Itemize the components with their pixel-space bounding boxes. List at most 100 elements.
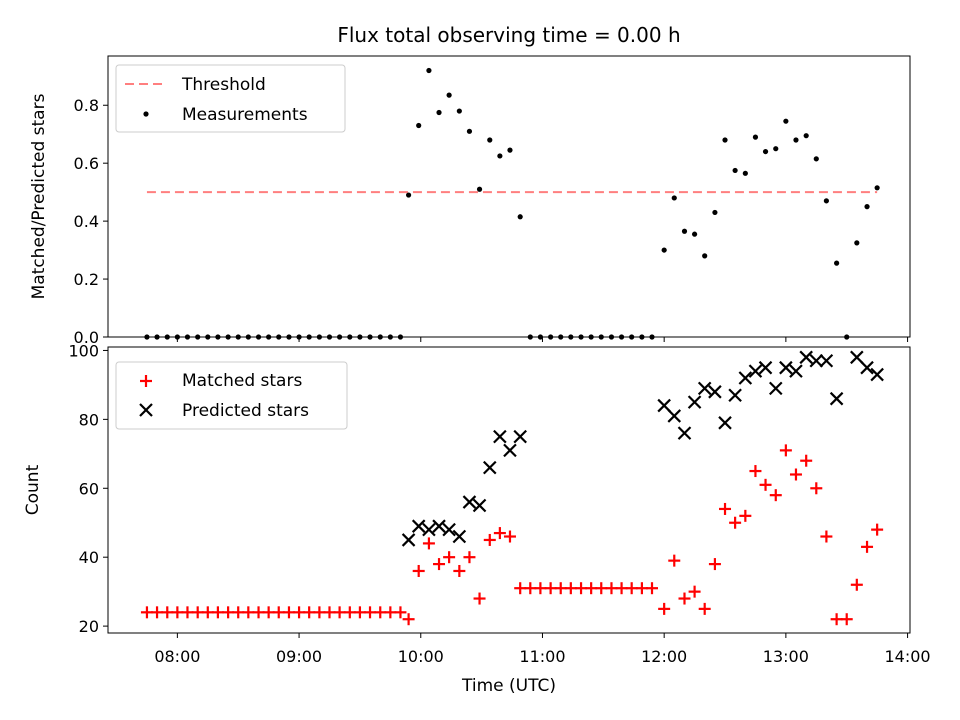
matched-star-point (830, 613, 843, 626)
matched-star-point (850, 578, 863, 591)
bottom-xtick-label: 10:00 (398, 647, 444, 666)
predicted-star-point-b (768, 381, 783, 396)
matched-star-point (483, 533, 496, 546)
matched-star-point (394, 606, 407, 619)
measurement-point (466, 128, 473, 134)
predicted-star-point (799, 350, 813, 365)
legend-predicted-label: Predicted stars (182, 401, 309, 421)
predicted-star-point-b (708, 385, 722, 399)
measurement-point (476, 186, 483, 192)
measurement-point (742, 170, 748, 176)
matched-star-point (282, 606, 295, 619)
matched-star-point (222, 606, 235, 619)
measurement-point (164, 334, 170, 340)
matched-star-point (544, 582, 557, 595)
predicted-star-point-b (829, 391, 844, 406)
matched-star-point (453, 564, 466, 577)
matched-star-point (181, 606, 194, 619)
figure-title: Flux total observing time = 0.00 h (337, 23, 680, 47)
predicted-star-point-b (718, 416, 732, 430)
measurement-point (854, 240, 860, 246)
measurement-point (507, 147, 513, 153)
matched-star-point (739, 509, 752, 522)
predicted-star-point-b (748, 364, 763, 378)
predicted-star-point (667, 409, 682, 423)
bottom-xtick-label: 12:00 (641, 647, 687, 666)
measurement-point (537, 334, 543, 340)
top-ytick-label: 0.4 (74, 212, 99, 231)
bottom-legend-box (115, 361, 348, 430)
measurement-point (174, 334, 180, 340)
matched-star-point (433, 558, 446, 571)
predicted-star-point (493, 429, 507, 444)
predicted-star-point-b (738, 371, 753, 385)
matched-star-point (524, 582, 537, 595)
predicted-star-point (829, 391, 844, 406)
matched-star-point (698, 602, 711, 615)
measurement-point (387, 334, 393, 340)
measurement-point (205, 334, 211, 340)
measurement-point (629, 334, 635, 340)
bottom-ytick-label: 40 (79, 548, 99, 567)
predicted-star-point-b (860, 360, 874, 375)
matched-star-point (871, 523, 884, 536)
matched-star-point (422, 537, 435, 550)
matched-star-point (749, 465, 762, 478)
predicted-star-point-b (687, 395, 702, 409)
measurement-point (671, 195, 677, 201)
measurement-point (184, 334, 191, 340)
matched-star-point (493, 527, 506, 540)
measurement-point (527, 334, 533, 340)
predicted-star-point-b (452, 529, 467, 544)
matched-star-point (191, 606, 204, 619)
matched-star-point (658, 602, 671, 615)
matched-star-point (252, 606, 265, 619)
bottom-ytick-label: 20 (79, 617, 99, 636)
predicted-star-point (411, 519, 426, 533)
measurement-point (803, 133, 809, 139)
measurement-point (661, 247, 667, 253)
measurement-point (823, 198, 829, 204)
measurement-point (487, 137, 493, 143)
measurement-point (548, 334, 554, 340)
measurement-point (215, 334, 221, 340)
matched-star-point (313, 606, 326, 619)
bottom-subplot: 20 40 60 80 100 08:00 09:00 10:00 11:00 12:00 13:0… (23, 341, 931, 696)
matched-star-point (759, 478, 772, 491)
matched-star-point (779, 444, 792, 457)
top-ytick-label: 0.8 (74, 96, 99, 115)
predicted-star-point-b (462, 495, 477, 509)
measurement-point (357, 334, 363, 340)
measurement-point (195, 334, 201, 340)
matched-star-point (343, 606, 356, 619)
measurement-point (296, 334, 302, 340)
predicted-star-point-b (401, 533, 416, 547)
matched-star-point (171, 606, 184, 619)
predicted-star-point (482, 460, 497, 475)
predicted-star-point (432, 519, 446, 533)
legend-measurements-swatch (143, 111, 149, 117)
top-ytick-label: 0.6 (74, 154, 99, 173)
predicted-star-point-b (758, 360, 773, 375)
predicted-star-point-b (432, 519, 446, 533)
predicted-star-point-b (779, 360, 793, 375)
measurement-point (702, 253, 708, 259)
matched-star-point (554, 582, 567, 595)
measurement-point (844, 334, 850, 340)
predicted-star-point (819, 354, 834, 368)
matched-star-point (534, 582, 547, 595)
measurement-point (436, 109, 442, 116)
matched-star-point (719, 502, 732, 515)
bottom-ytick-label: 100 (68, 341, 99, 360)
legend-matched-swatch (140, 375, 152, 387)
legend-predicted-swatch-b (139, 403, 153, 417)
predicted-star-point-b (819, 354, 834, 368)
matched-star-point (211, 606, 224, 619)
measurement-point (864, 204, 870, 210)
matched-star-point (635, 582, 648, 595)
measurement-point (397, 334, 404, 340)
measurement-point (416, 122, 422, 129)
predicted-star-point (401, 533, 416, 547)
predicted-star-point-b (503, 443, 517, 458)
predicted-star-point-b (472, 498, 487, 513)
